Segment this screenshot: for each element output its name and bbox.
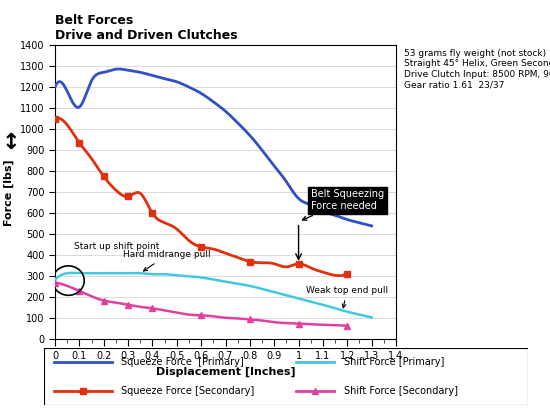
Text: Shift Force [Secondary]: Shift Force [Secondary] [344, 386, 458, 396]
Text: Squeeze Force  [Primary]: Squeeze Force [Primary] [122, 357, 244, 367]
Text: Shift Force [Primary]: Shift Force [Primary] [344, 357, 444, 367]
Y-axis label: Force [lbs]: Force [lbs] [4, 159, 14, 225]
Text: Hard midrange pull: Hard midrange pull [123, 250, 211, 271]
Text: 53 grams fly weight (not stock)
Straight 45° Helix, Green Secondary spring
Drive: 53 grams fly weight (not stock) Straight… [404, 49, 550, 89]
Text: Squeeze Force [Secondary]: Squeeze Force [Secondary] [122, 386, 255, 396]
Text: Belt Squeezing
Force needed: Belt Squeezing Force needed [302, 189, 384, 220]
Text: Belt Forces
Drive and Driven Clutches: Belt Forces Drive and Driven Clutches [55, 14, 238, 43]
Text: Weak top end pull: Weak top end pull [306, 286, 388, 308]
Text: Start up shift point: Start up shift point [74, 242, 160, 251]
Text: ↕: ↕ [2, 133, 20, 153]
X-axis label: Displacement [Inches]: Displacement [Inches] [156, 367, 295, 377]
